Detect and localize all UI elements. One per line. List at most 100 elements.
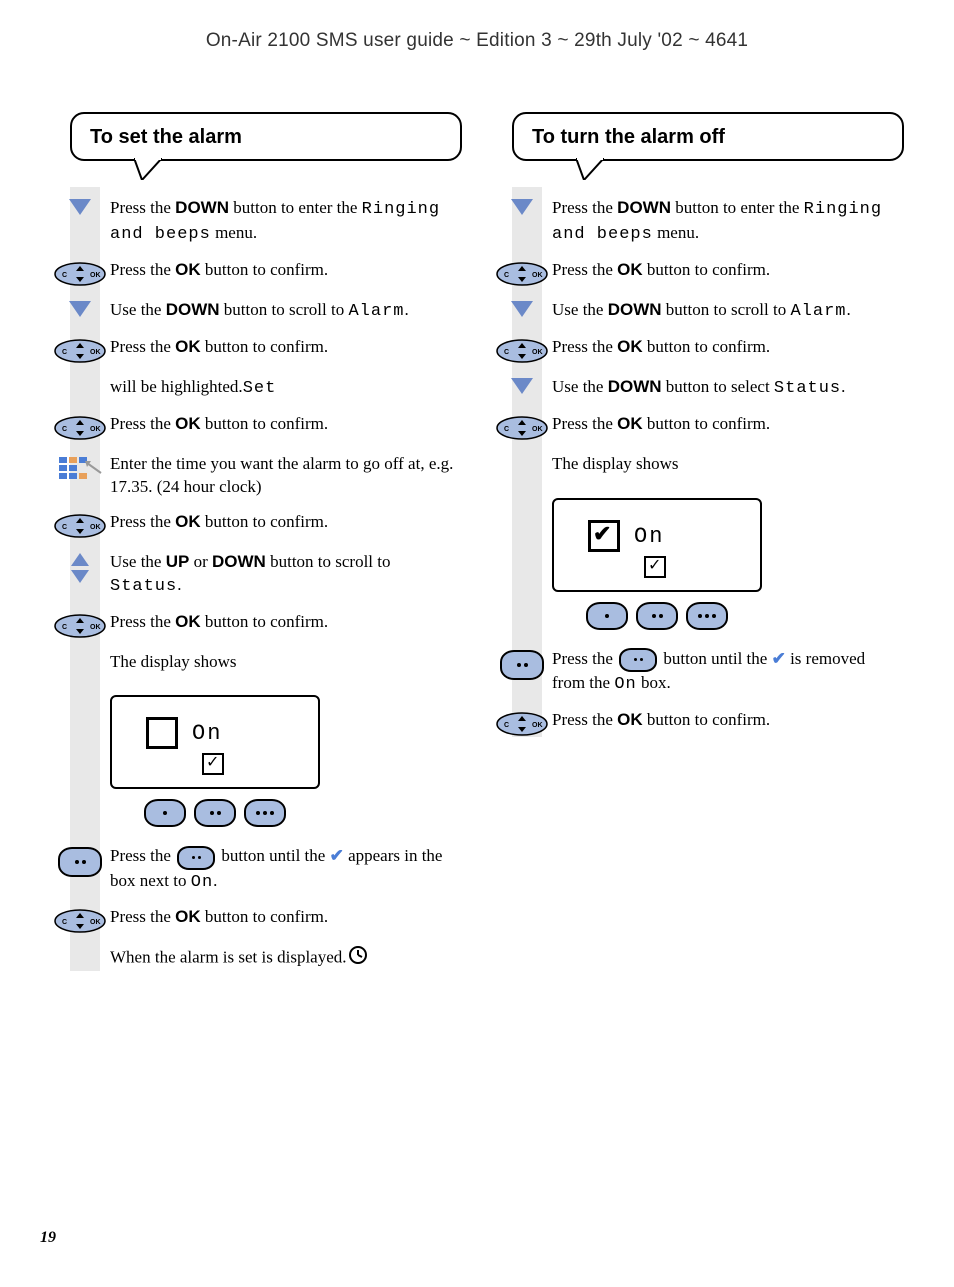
display-soft-buttons (552, 602, 762, 630)
step-icon-cell (50, 197, 110, 215)
display-small-check (644, 556, 666, 578)
two-dot-button-icon (58, 847, 102, 877)
step-text: Press the button until the ✔ is removed … (552, 648, 904, 697)
display-small-check (202, 753, 224, 775)
step-row: C OK Press the OK button to confirm. (50, 413, 462, 441)
step-text: Use the DOWN button to scroll to Alarm. (110, 299, 462, 324)
display-on-label: On (192, 719, 222, 749)
soft-button-icon (144, 799, 186, 827)
soft-button-icon (586, 602, 628, 630)
svg-text:C: C (62, 919, 67, 926)
phone-button-icon: COK (54, 261, 106, 287)
down-arrow-icon (69, 301, 91, 317)
svg-text:C: C (62, 624, 67, 631)
soft-button-inline-icon (177, 846, 215, 870)
soft-button-icon (636, 602, 678, 630)
step-icon-cell (50, 376, 110, 378)
phone-button-icon: COK (54, 338, 106, 364)
step-text: Use the DOWN button to select Status. (552, 376, 904, 401)
step-row: COKPress the OK button to confirm. (50, 336, 462, 364)
clock-icon (349, 946, 367, 971)
step-row: COKPress the OK button to confirm. (50, 611, 462, 639)
svg-text:C: C (62, 426, 67, 433)
two-dot-button-icon (500, 650, 544, 680)
step-row: Enter the time you want the alarm to go … (50, 453, 462, 499)
right-title: To turn the alarm off (532, 126, 725, 148)
step-row: Press the DOWN button to enter the Ringi… (492, 197, 904, 247)
step-row: Use the DOWN button to select Status. (492, 376, 904, 401)
left-title-bubble: To set the alarm (70, 112, 462, 161)
display-on-label: On (634, 522, 664, 552)
phone-display: On (552, 498, 762, 630)
display-checkbox (588, 520, 620, 552)
step-text: Press the OK button to confirm. (552, 259, 904, 282)
svg-text:OK: OK (532, 349, 543, 356)
step-icon-cell: COK (50, 906, 110, 934)
phone-button-icon: COK (54, 513, 106, 539)
step-text: Press the OK button to confirm. (110, 511, 462, 534)
step-row: Use the DOWN button to scroll to Alarm. (492, 299, 904, 324)
step-icon-cell (50, 845, 110, 877)
svg-text:C: C (504, 722, 509, 729)
svg-text:OK: OK (90, 624, 101, 631)
svg-text:OK: OK (90, 272, 101, 279)
soft-button-icon (686, 602, 728, 630)
down-arrow-icon (511, 199, 533, 215)
svg-text:OK: OK (90, 349, 101, 356)
step-text: Press the OK button to confirm. (552, 709, 904, 732)
svg-text:C: C (504, 272, 509, 279)
right-title-bubble: To turn the alarm off (512, 112, 904, 161)
step-icon-cell: COK (492, 336, 552, 364)
display-soft-buttons (110, 799, 320, 827)
step-row: Use the UP or DOWN button to scroll to S… (50, 551, 462, 599)
up-down-arrows-icon (71, 553, 89, 583)
step-icon-cell: COK (50, 259, 110, 287)
step-text: Press the OK button to confirm. (110, 413, 462, 436)
step-row: Press the button until the ✔ is removed … (492, 648, 904, 697)
phone-button-icon: COK (496, 338, 548, 364)
soft-button-icon (244, 799, 286, 827)
step-row: The display shows (50, 651, 462, 674)
left-title: To set the alarm (90, 126, 242, 148)
step-row: C OK Press the OK button to confirm. (492, 259, 904, 287)
step-icon-cell: C OK (50, 611, 110, 639)
step-icon-cell: C OK (492, 709, 552, 737)
step-row: COKPress the OK button to confirm. (492, 336, 904, 364)
step-icon-cell (492, 376, 552, 394)
phone-button-icon: C OK (54, 415, 106, 441)
step-text: Press the DOWN button to enter the Ringi… (552, 197, 904, 247)
step-row: COKPress the OK button to confirm. (50, 259, 462, 287)
step-text: Press the OK button to confirm. (110, 906, 462, 929)
left-steps: Press the DOWN button to enter the Ringi… (50, 197, 462, 971)
step-text: Press the button until the ✔ appears in … (110, 845, 462, 894)
checkmark-icon: ✔ (772, 649, 786, 668)
svg-text:OK: OK (90, 426, 101, 433)
left-column: To set the alarm Press the DOWN button t… (50, 112, 462, 983)
svg-text:OK: OK (532, 426, 543, 433)
step-icon-cell (492, 299, 552, 317)
step-row: Press the DOWN button to enter the Ringi… (50, 197, 462, 247)
down-arrow-icon (511, 378, 533, 394)
step-text: Press the OK button to confirm. (110, 259, 462, 282)
step-icon-cell (492, 197, 552, 215)
down-arrow-icon (69, 199, 91, 215)
step-row: C OK Press the OK button to confirm. (492, 709, 904, 737)
soft-button-icon (194, 799, 236, 827)
svg-text:OK: OK (532, 722, 543, 729)
phone-display: On (110, 695, 320, 827)
step-icon-cell (492, 648, 552, 680)
step-icon-cell (50, 651, 110, 653)
display-checkbox (146, 717, 178, 749)
page-header: On-Air 2100 SMS user guide ~ Edition 3 ~… (50, 30, 904, 52)
step-text: Use the UP or DOWN button to scroll to S… (110, 551, 462, 599)
step-text: Press the DOWN button to enter the Ringi… (110, 197, 462, 247)
step-row: COKPress the OK button to confirm. (50, 511, 462, 539)
phone-button-icon: COK (54, 908, 106, 934)
svg-text:OK: OK (532, 272, 543, 279)
phone-button-icon: C OK (496, 261, 548, 287)
step-text: Press the OK button to confirm. (552, 336, 904, 359)
step-text: When the alarm is set is displayed. (110, 946, 462, 971)
step-text: Enter the time you want the alarm to go … (110, 453, 462, 499)
step-text: will be highlighted.Set (110, 376, 462, 401)
svg-text:C: C (504, 426, 509, 433)
